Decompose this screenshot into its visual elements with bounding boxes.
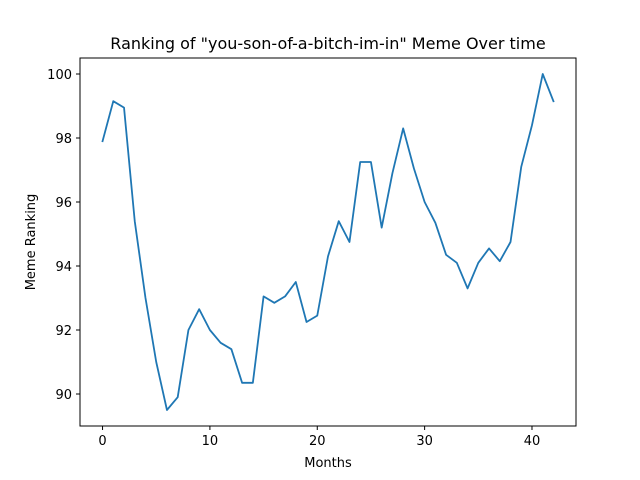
y-tick-label-98: 98 xyxy=(55,132,72,147)
x-tick-label-10: 10 xyxy=(202,434,219,449)
series-line-0 xyxy=(101,73,555,411)
x-axis-label: Months xyxy=(304,456,352,471)
plot-frame xyxy=(79,57,577,427)
y-tick-label-94: 94 xyxy=(55,260,72,275)
x-tick-label-40: 40 xyxy=(524,434,541,449)
y-axis-label: Meme Ranking xyxy=(24,194,39,291)
y-tick-label-100: 100 xyxy=(47,68,72,83)
x-tick-label-30: 30 xyxy=(416,434,433,449)
chart-title: Ranking of "you-son-of-a-bitch-im-in" Me… xyxy=(110,34,545,53)
plot-area: 0 10 20 30 40 90 92 94 96 98 100 xyxy=(47,57,577,449)
y-tick-label-92: 92 xyxy=(55,324,72,339)
y-tick-label-96: 96 xyxy=(55,196,72,211)
y-tick-label-90: 90 xyxy=(55,388,72,403)
x-tick-label-20: 20 xyxy=(309,434,326,449)
x-tick-label-0: 0 xyxy=(98,434,106,449)
